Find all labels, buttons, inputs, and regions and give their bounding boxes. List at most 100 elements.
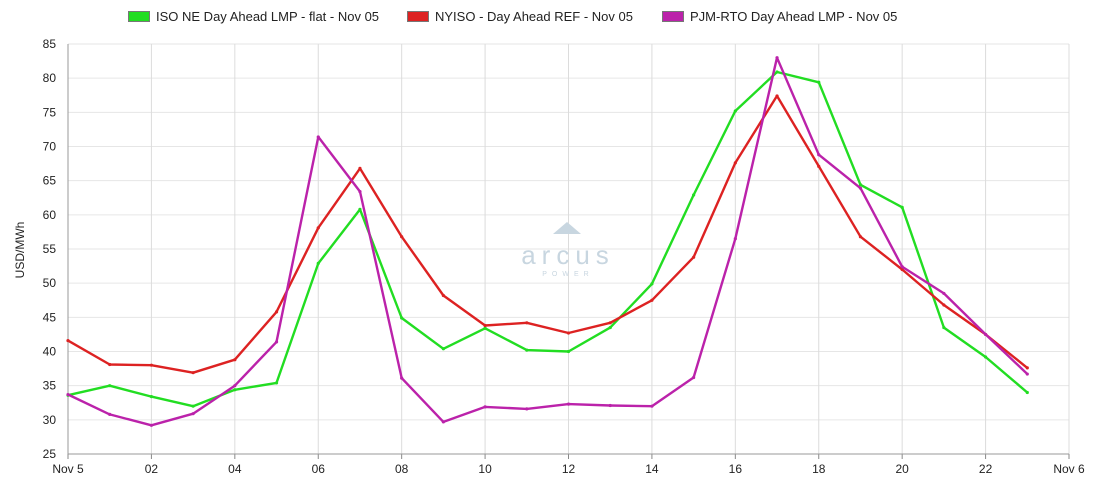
data-point[interactable] bbox=[400, 316, 404, 320]
y-tick-label: 75 bbox=[43, 105, 57, 119]
data-point[interactable] bbox=[692, 255, 696, 259]
data-point[interactable] bbox=[733, 237, 737, 241]
watermark-logo-text: arcus bbox=[521, 240, 615, 270]
data-point[interactable] bbox=[775, 56, 779, 60]
data-point[interactable] bbox=[650, 404, 654, 408]
series-line-0[interactable] bbox=[67, 70, 1029, 408]
series-line-2[interactable] bbox=[67, 56, 1029, 427]
legend-label-iso-ne: ISO NE Day Ahead LMP - flat - Nov 05 bbox=[156, 8, 380, 24]
data-point[interactable] bbox=[983, 332, 988, 337]
data-point[interactable] bbox=[942, 303, 946, 307]
series-line-1[interactable] bbox=[67, 94, 1029, 374]
data-point[interactable] bbox=[608, 325, 612, 330]
data-point[interactable] bbox=[316, 226, 320, 230]
x-tick-label: 14 bbox=[645, 462, 659, 476]
data-point[interactable] bbox=[108, 362, 112, 367]
y-axis-label: USD/MWh bbox=[13, 222, 27, 279]
data-point[interactable] bbox=[1025, 372, 1029, 376]
data-point[interactable] bbox=[233, 358, 237, 362]
data-point[interactable] bbox=[483, 323, 487, 328]
data-point[interactable] bbox=[858, 235, 863, 239]
x-tick-label: 02 bbox=[145, 462, 159, 476]
data-point[interactable] bbox=[233, 388, 237, 392]
data-point[interactable] bbox=[566, 402, 571, 406]
data-point[interactable] bbox=[149, 423, 154, 427]
data-point[interactable] bbox=[733, 109, 737, 113]
data-point[interactable] bbox=[441, 420, 445, 424]
data-point[interactable] bbox=[400, 235, 404, 239]
data-point[interactable] bbox=[608, 403, 612, 408]
data-point[interactable] bbox=[775, 94, 779, 98]
y-tick-label: 25 bbox=[43, 447, 57, 461]
data-point[interactable] bbox=[191, 412, 195, 416]
y-tick-label: 55 bbox=[43, 242, 57, 256]
data-point[interactable] bbox=[525, 321, 529, 325]
x-tick-label: 10 bbox=[478, 462, 492, 476]
data-point[interactable] bbox=[817, 80, 821, 84]
data-point[interactable] bbox=[733, 161, 737, 165]
data-point[interactable] bbox=[149, 363, 154, 367]
data-point[interactable] bbox=[900, 265, 904, 269]
legend-swatch-pjm bbox=[662, 10, 684, 22]
x-tick-label: 12 bbox=[562, 462, 576, 476]
data-point[interactable] bbox=[608, 321, 612, 325]
data-point[interactable] bbox=[274, 340, 279, 344]
data-point[interactable] bbox=[566, 349, 571, 354]
data-point[interactable] bbox=[525, 348, 529, 352]
data-point[interactable] bbox=[900, 205, 904, 209]
legend-item-nyiso[interactable]: NYISO - Day Ahead REF - Nov 05 bbox=[407, 6, 633, 26]
watermark-triangle bbox=[553, 222, 581, 234]
data-point[interactable] bbox=[358, 190, 362, 194]
data-point[interactable] bbox=[858, 186, 863, 190]
data-point[interactable] bbox=[316, 261, 320, 265]
y-tick-label: 85 bbox=[43, 37, 57, 51]
data-point[interactable] bbox=[274, 310, 279, 314]
data-point[interactable] bbox=[692, 193, 696, 197]
y-tick-label: 50 bbox=[43, 276, 57, 290]
data-point[interactable] bbox=[650, 282, 654, 286]
data-point[interactable] bbox=[400, 376, 404, 380]
data-point[interactable] bbox=[358, 166, 362, 170]
data-point[interactable] bbox=[983, 355, 988, 359]
x-tick-label: 16 bbox=[729, 462, 743, 476]
data-point[interactable] bbox=[274, 381, 279, 385]
data-point[interactable] bbox=[149, 395, 154, 399]
data-point[interactable] bbox=[775, 70, 779, 74]
x-tick-label: 22 bbox=[979, 462, 993, 476]
data-point[interactable] bbox=[483, 405, 487, 409]
data-point[interactable] bbox=[233, 384, 237, 388]
data-point[interactable] bbox=[566, 331, 571, 335]
data-point[interactable] bbox=[316, 135, 320, 139]
data-point[interactable] bbox=[1025, 366, 1029, 370]
data-point[interactable] bbox=[441, 293, 445, 298]
x-tick-label: 06 bbox=[312, 462, 326, 476]
data-point[interactable] bbox=[483, 326, 487, 330]
data-point[interactable] bbox=[525, 407, 529, 411]
x-tick-label: 18 bbox=[812, 462, 826, 476]
data-point[interactable] bbox=[108, 384, 112, 388]
data-point[interactable] bbox=[1025, 390, 1029, 395]
data-point[interactable] bbox=[650, 298, 654, 302]
data-point[interactable] bbox=[191, 371, 195, 375]
data-point[interactable] bbox=[66, 392, 70, 397]
legend-item-iso-ne[interactable]: ISO NE Day Ahead LMP - flat - Nov 05 bbox=[128, 6, 379, 26]
data-point[interactable] bbox=[942, 325, 946, 330]
y-tick-label: 40 bbox=[43, 345, 57, 359]
legend-item-pjm[interactable]: PJM-RTO Day Ahead LMP - Nov 05 bbox=[662, 6, 897, 26]
data-point[interactable] bbox=[66, 338, 70, 343]
data-point[interactable] bbox=[108, 412, 112, 416]
y-tick-label: 70 bbox=[43, 140, 57, 154]
legend-swatch-nyiso bbox=[407, 10, 429, 22]
data-point[interactable] bbox=[817, 153, 821, 157]
data-point[interactable] bbox=[817, 164, 821, 168]
data-point[interactable] bbox=[942, 291, 946, 296]
data-point[interactable] bbox=[441, 347, 445, 351]
data-point[interactable] bbox=[692, 375, 696, 380]
y-tick-label: 80 bbox=[43, 71, 57, 85]
data-point[interactable] bbox=[858, 183, 863, 187]
data-point[interactable] bbox=[191, 404, 195, 408]
legend-label-nyiso: NYISO - Day Ahead REF - Nov 05 bbox=[435, 8, 633, 24]
data-point[interactable] bbox=[358, 207, 362, 211]
